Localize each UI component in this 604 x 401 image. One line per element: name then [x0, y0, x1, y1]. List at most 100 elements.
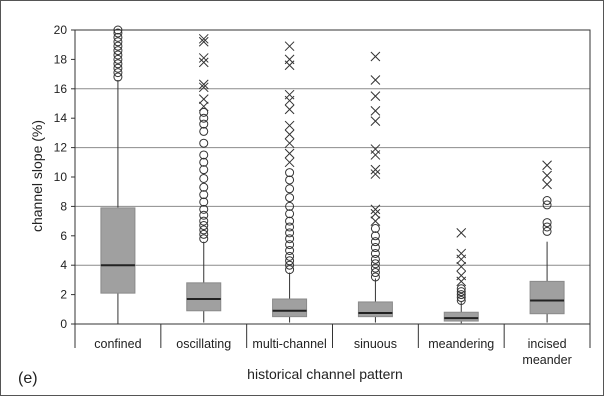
outlier-cross [370, 75, 381, 85]
outlier-circle [370, 272, 380, 282]
outlier-circle [199, 126, 209, 136]
outlier-cross-stroke [198, 101, 209, 112]
outlier-circle [456, 287, 466, 297]
panel-label: (e) [18, 370, 38, 387]
x-category-label: confined [94, 337, 141, 351]
outlier-cross [370, 208, 381, 219]
y-tick-label: 0 [60, 317, 67, 331]
outlier-cross-stroke [370, 204, 381, 215]
outlier-cross [284, 120, 295, 131]
outlier-circle [199, 138, 209, 148]
outlier-cross-stroke [542, 179, 552, 190]
outlier-cross-stroke [370, 75, 381, 85]
outlier-circle [285, 222, 295, 232]
box-iqr [529, 280, 565, 315]
outlier-circle [113, 72, 123, 82]
outlier-circle [285, 228, 295, 238]
outlier-cross-stroke [456, 228, 467, 238]
outlier-circle [456, 284, 466, 294]
outlier-cross [284, 129, 295, 140]
outlier-circle [285, 216, 295, 226]
outlier-cross-stroke [370, 208, 381, 219]
outlier-circle [285, 201, 295, 211]
outlier-circle [113, 37, 123, 47]
outlier-cross-stroke [370, 116, 381, 126]
outlier-circle [199, 197, 209, 207]
outlier-circle [199, 221, 209, 231]
outlier-cross-stroke [370, 105, 381, 116]
y-tick-label: 10 [54, 170, 68, 184]
outlier-circle [542, 200, 552, 210]
outlier-cross [542, 179, 552, 190]
outlier-cross-stroke [284, 54, 295, 65]
outlier-cross-stroke [370, 169, 381, 179]
outlier-circle [199, 210, 209, 220]
outlier-cross [370, 144, 381, 154]
outlier-cross [370, 51, 381, 62]
outlier-cross [284, 89, 295, 100]
outlier-circle [199, 216, 209, 226]
outlier-circle [370, 263, 380, 273]
outlier-circle [199, 229, 209, 239]
x-category-label: meander [522, 353, 571, 367]
x-category-label: meandering [428, 337, 494, 351]
outlier-cross-stroke [198, 53, 209, 63]
outlier-cross [198, 94, 209, 104]
outlier-circle [542, 226, 552, 236]
outlier-circle [370, 254, 380, 264]
outlier-cross-stroke [370, 144, 381, 154]
outlier-cross-stroke [370, 164, 381, 175]
outlier-circle [370, 223, 380, 233]
outlier-cross-stroke [456, 248, 467, 259]
outlier-circle [113, 68, 123, 78]
outlier-circle [285, 234, 295, 244]
outlier-cross [198, 79, 209, 90]
outlier-cross [284, 41, 295, 52]
outlier-circle [285, 246, 295, 255]
outlier-cross [198, 82, 209, 93]
outlier-cross-stroke [284, 89, 295, 100]
outlier-cross-stroke [198, 57, 209, 68]
outlier-cross [198, 33, 209, 44]
outliers [113, 25, 552, 305]
outlier-circle [285, 175, 295, 185]
outlier-cross [198, 53, 209, 63]
outlier-cross-stroke [284, 129, 295, 140]
outlier-circle [370, 268, 380, 278]
y-tick-label: 6 [60, 229, 67, 243]
outlier-circle [199, 165, 209, 175]
outlier-cross-stroke [284, 148, 295, 159]
labels: 0 2 4 6 8 10 12 14 16 18 20 confined oscillating mult… [54, 23, 572, 367]
outlier-cross [284, 54, 295, 65]
outlier-circle [285, 256, 295, 266]
outlier-cross [284, 138, 295, 149]
outlier-circle [285, 240, 295, 250]
outlier-circle [285, 168, 295, 178]
outlier-circle [285, 251, 295, 261]
outlier-cross [198, 36, 209, 47]
outlier-circle [370, 237, 380, 247]
outlier-cross-stroke [198, 79, 209, 90]
y-tick-label: 2 [60, 288, 67, 302]
outlier-cross [542, 160, 552, 171]
outlier-circle [542, 222, 552, 232]
outlier-circle [370, 248, 380, 258]
outlier-circle [113, 59, 123, 69]
outlier-cross-stroke [370, 91, 381, 102]
outlier-circle [456, 293, 466, 303]
outlier-circle [370, 231, 380, 241]
outlier-cross-stroke [198, 36, 209, 47]
outlier-circle [199, 234, 209, 244]
outlier-circle [113, 41, 123, 51]
outlier-circle [370, 243, 380, 253]
outlier-circle [199, 113, 209, 123]
outlier-cross [456, 228, 467, 238]
box-iqr [357, 301, 393, 318]
outlier-cross-stroke [370, 51, 381, 62]
outlier-cross [284, 157, 295, 168]
outlier-circle [199, 190, 209, 200]
y-tick-label: 16 [54, 82, 68, 96]
outlier-circle [199, 150, 209, 160]
outlier-circle [113, 46, 123, 56]
